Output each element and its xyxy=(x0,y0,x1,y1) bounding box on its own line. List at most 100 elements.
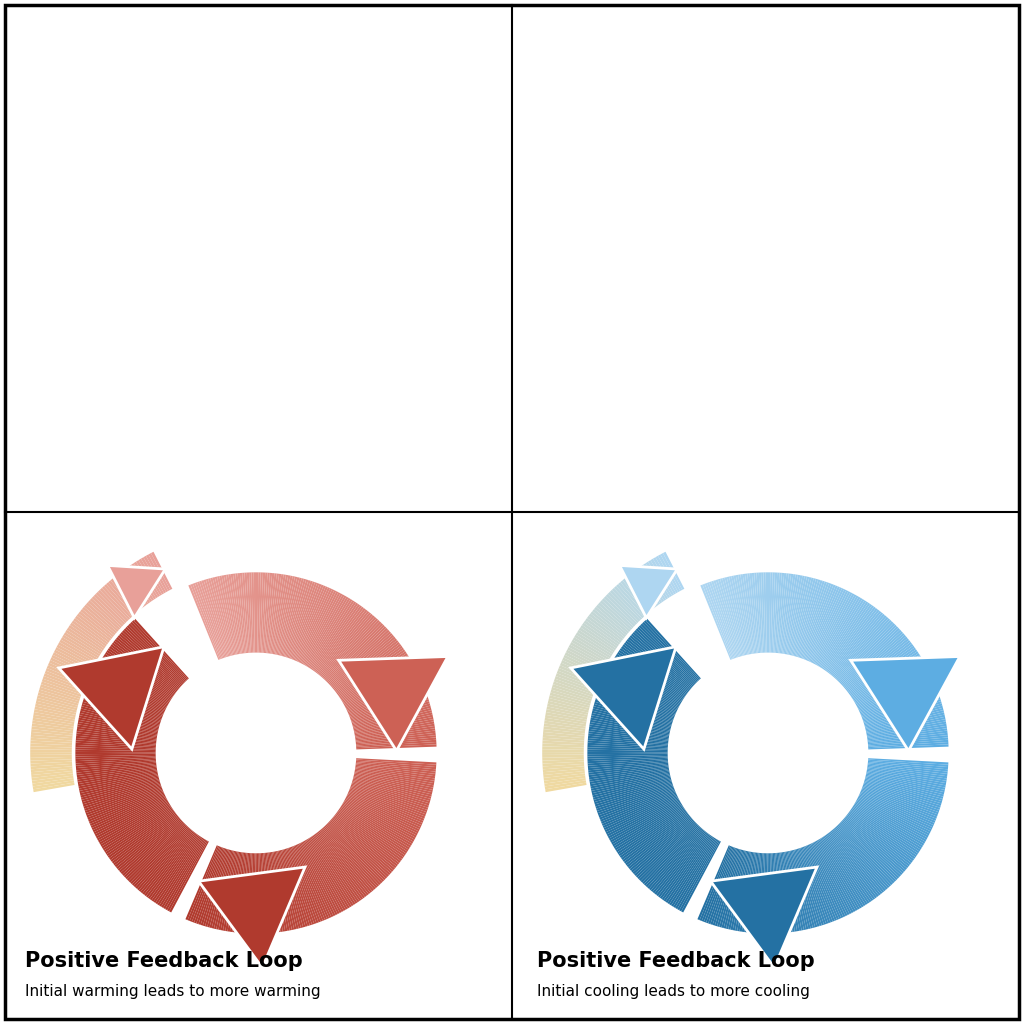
Polygon shape xyxy=(86,787,162,817)
Polygon shape xyxy=(817,596,858,666)
Polygon shape xyxy=(709,582,736,658)
Polygon shape xyxy=(92,795,165,830)
Polygon shape xyxy=(607,592,639,624)
Polygon shape xyxy=(339,651,407,697)
Polygon shape xyxy=(350,690,426,719)
Polygon shape xyxy=(219,575,237,654)
Polygon shape xyxy=(351,784,427,812)
Polygon shape xyxy=(592,709,671,729)
Polygon shape xyxy=(226,574,241,654)
Polygon shape xyxy=(93,672,166,709)
Polygon shape xyxy=(740,574,754,653)
Polygon shape xyxy=(636,821,695,878)
Polygon shape xyxy=(268,852,281,932)
Polygon shape xyxy=(321,828,374,891)
Polygon shape xyxy=(833,615,887,677)
Polygon shape xyxy=(78,768,157,782)
Polygon shape xyxy=(864,699,941,724)
Polygon shape xyxy=(328,627,386,683)
Polygon shape xyxy=(822,601,868,670)
Polygon shape xyxy=(33,718,74,726)
Polygon shape xyxy=(765,853,768,934)
Polygon shape xyxy=(356,735,436,744)
Polygon shape xyxy=(346,675,420,711)
Polygon shape xyxy=(728,851,748,930)
Polygon shape xyxy=(673,839,717,908)
Polygon shape xyxy=(309,838,353,906)
Polygon shape xyxy=(564,652,603,673)
Polygon shape xyxy=(79,715,158,733)
Polygon shape xyxy=(321,615,375,677)
Polygon shape xyxy=(793,850,815,928)
Polygon shape xyxy=(81,776,159,798)
Polygon shape xyxy=(602,680,676,714)
Polygon shape xyxy=(843,819,904,873)
Polygon shape xyxy=(827,606,876,673)
Polygon shape xyxy=(749,853,759,933)
Polygon shape xyxy=(50,657,89,677)
Polygon shape xyxy=(868,742,948,749)
Polygon shape xyxy=(612,659,682,702)
Polygon shape xyxy=(806,845,839,920)
Polygon shape xyxy=(31,729,73,736)
Polygon shape xyxy=(279,578,299,655)
Polygon shape xyxy=(326,623,383,682)
Polygon shape xyxy=(133,618,188,679)
Polygon shape xyxy=(262,572,270,653)
Polygon shape xyxy=(195,583,223,658)
Polygon shape xyxy=(618,650,686,696)
Polygon shape xyxy=(623,644,688,693)
Polygon shape xyxy=(117,573,144,607)
Polygon shape xyxy=(125,822,184,880)
Polygon shape xyxy=(106,650,174,696)
Polygon shape xyxy=(76,762,156,770)
Polygon shape xyxy=(335,640,398,691)
Polygon shape xyxy=(301,591,338,664)
Polygon shape xyxy=(837,825,893,885)
Polygon shape xyxy=(356,737,436,745)
Polygon shape xyxy=(867,762,948,772)
Polygon shape xyxy=(551,687,592,701)
Polygon shape xyxy=(758,853,764,934)
Polygon shape xyxy=(342,803,413,846)
Polygon shape xyxy=(752,572,760,653)
Polygon shape xyxy=(591,715,670,733)
Polygon shape xyxy=(601,682,676,715)
Polygon shape xyxy=(868,744,948,750)
Polygon shape xyxy=(863,783,940,810)
Polygon shape xyxy=(87,686,163,717)
Polygon shape xyxy=(247,572,252,652)
Polygon shape xyxy=(35,703,76,715)
Polygon shape xyxy=(146,833,196,898)
Polygon shape xyxy=(316,833,367,897)
Polygon shape xyxy=(611,662,681,703)
Polygon shape xyxy=(317,831,369,896)
Polygon shape xyxy=(641,824,698,883)
Polygon shape xyxy=(699,846,731,921)
Polygon shape xyxy=(308,838,351,907)
Polygon shape xyxy=(119,634,180,687)
Polygon shape xyxy=(748,573,758,653)
Polygon shape xyxy=(137,828,190,891)
Polygon shape xyxy=(121,819,181,874)
Polygon shape xyxy=(55,647,93,669)
Polygon shape xyxy=(88,684,163,716)
Polygon shape xyxy=(345,799,417,838)
Polygon shape xyxy=(189,846,220,922)
Polygon shape xyxy=(52,652,91,673)
Polygon shape xyxy=(81,707,159,728)
Polygon shape xyxy=(655,556,678,593)
Polygon shape xyxy=(834,828,888,890)
Polygon shape xyxy=(835,827,890,888)
Polygon shape xyxy=(90,598,122,629)
Polygon shape xyxy=(543,752,584,755)
Polygon shape xyxy=(156,837,201,904)
Polygon shape xyxy=(159,838,204,906)
Polygon shape xyxy=(575,632,612,656)
Polygon shape xyxy=(554,679,594,694)
Polygon shape xyxy=(775,853,783,933)
Polygon shape xyxy=(301,842,340,914)
Polygon shape xyxy=(59,640,96,663)
Polygon shape xyxy=(303,593,342,665)
Polygon shape xyxy=(588,758,668,764)
